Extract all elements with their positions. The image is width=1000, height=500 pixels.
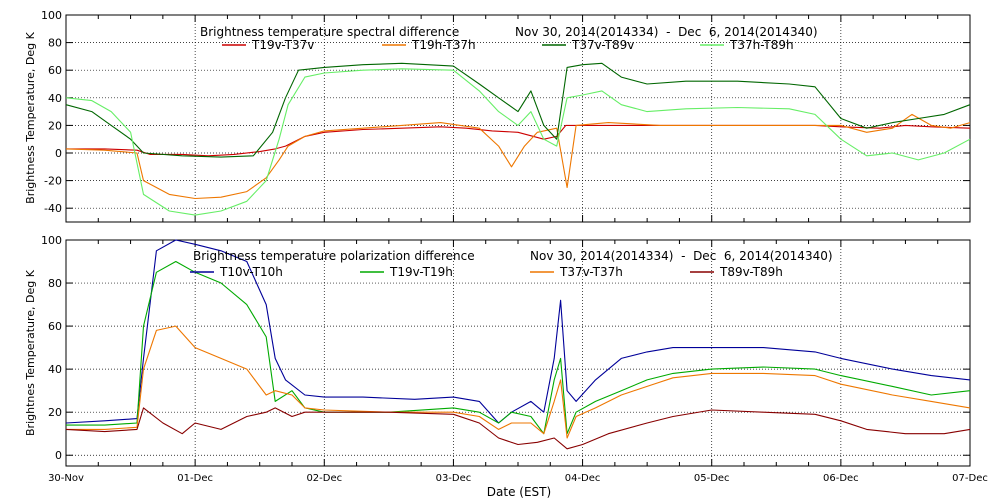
chart-date-range: Nov 30, 2014(2014334) - Dec 6, 2014(2014…: [530, 249, 833, 263]
series-line-t37h-t89h: [65, 68, 971, 216]
y-axis-ticks: 0 20 40 60 80 100: [41, 234, 970, 462]
gridlines: [65, 15, 971, 222]
y-axis-label: Brightnes Temperature, Deg K: [24, 269, 37, 436]
series-lines: [65, 239, 971, 450]
chart-title: Brightness temperature spectral differen…: [200, 25, 459, 39]
panel-spectral-difference: -40 -20 0 20 40 60 80 100 Brightness Temperatur…: [24, 9, 971, 223]
legend-label: T89v-T89h: [719, 265, 783, 279]
legend-label: T19v-T19h: [389, 265, 453, 279]
plot-frame: [65, 14, 971, 223]
y-tick-label: 80: [48, 37, 62, 50]
series-line-t19v-t37v: [66, 124, 971, 157]
y-tick-label: 80: [48, 277, 62, 290]
x-axis-label: Date (EST): [487, 485, 551, 499]
series-line-t19h-t37h: [65, 113, 971, 200]
y-tick-label: 60: [48, 320, 62, 333]
y-tick-label: -20: [44, 175, 62, 188]
x-tick-label: 06-Dec: [823, 473, 859, 484]
x-tick-label: 05-Dec: [694, 473, 730, 484]
x-tick-label: 02-Dec: [306, 473, 342, 484]
legend-label: T37v-T37h: [559, 265, 623, 279]
panel-polarization-difference: 0 20 40 60 80 100 Brightnes Temperature, Deg …: [24, 234, 988, 484]
legend-label: T37h-T89h: [729, 38, 794, 52]
legend: T19v-T37v T19h-T37h T37v-T89v T37h-T89h: [222, 38, 794, 52]
y-tick-label: 0: [55, 449, 62, 462]
series-line-t37v-t89v: [65, 62, 971, 158]
y-tick-label: 20: [48, 406, 62, 419]
series-line-t37v-t37h: [66, 325, 971, 439]
y-axis-ticks: -40 -20 0 20 40 60 80 100: [41, 9, 970, 215]
series-line-t89v-t89h: [65, 407, 971, 450]
y-tick-label: 40: [48, 92, 62, 105]
y-tick-label: 100: [41, 234, 62, 247]
legend: T10v-T10h T19v-T19h T37v-T37h T89v-T89h: [190, 265, 783, 279]
x-tick-label: 03-Dec: [436, 473, 472, 484]
legend-label: T19v-T37v: [251, 38, 314, 52]
y-tick-label: 100: [41, 9, 62, 22]
chart-date-range: Nov 30, 2014(2014334) - Dec 6, 2014(2014…: [515, 25, 818, 39]
legend-label: T19h-T37h: [411, 38, 476, 52]
legend-label: T10v-T10h: [219, 265, 283, 279]
series-line-t10v-t10h: [65, 239, 971, 424]
y-axis-label: Brightness Temperature, Deg K: [24, 31, 37, 203]
y-tick-label: 40: [48, 363, 62, 376]
x-tick-label: 07-Dec: [952, 473, 988, 484]
chart-title: Brightness temperature polarization diff…: [193, 249, 475, 263]
x-tick-label: 01-Dec: [177, 473, 213, 484]
y-tick-label: 20: [48, 119, 62, 132]
series-lines: [65, 62, 971, 216]
series-line-t19v-t19h: [66, 260, 971, 435]
x-tick-label: 30-Nov: [48, 473, 84, 484]
x-axis-ticks: 30-Nov 01-Dec 02-Dec 03-Dec 04-Dec 05-Dec 06-D…: [48, 473, 988, 484]
x-tick-label: 04-Dec: [565, 473, 601, 484]
y-tick-label: -40: [44, 202, 62, 215]
plot-frame: [65, 239, 971, 467]
y-tick-label: 0: [55, 147, 62, 160]
gridlines: [65, 240, 971, 466]
legend-label: T37v-T89v: [571, 38, 634, 52]
y-tick-label: 60: [48, 64, 62, 77]
